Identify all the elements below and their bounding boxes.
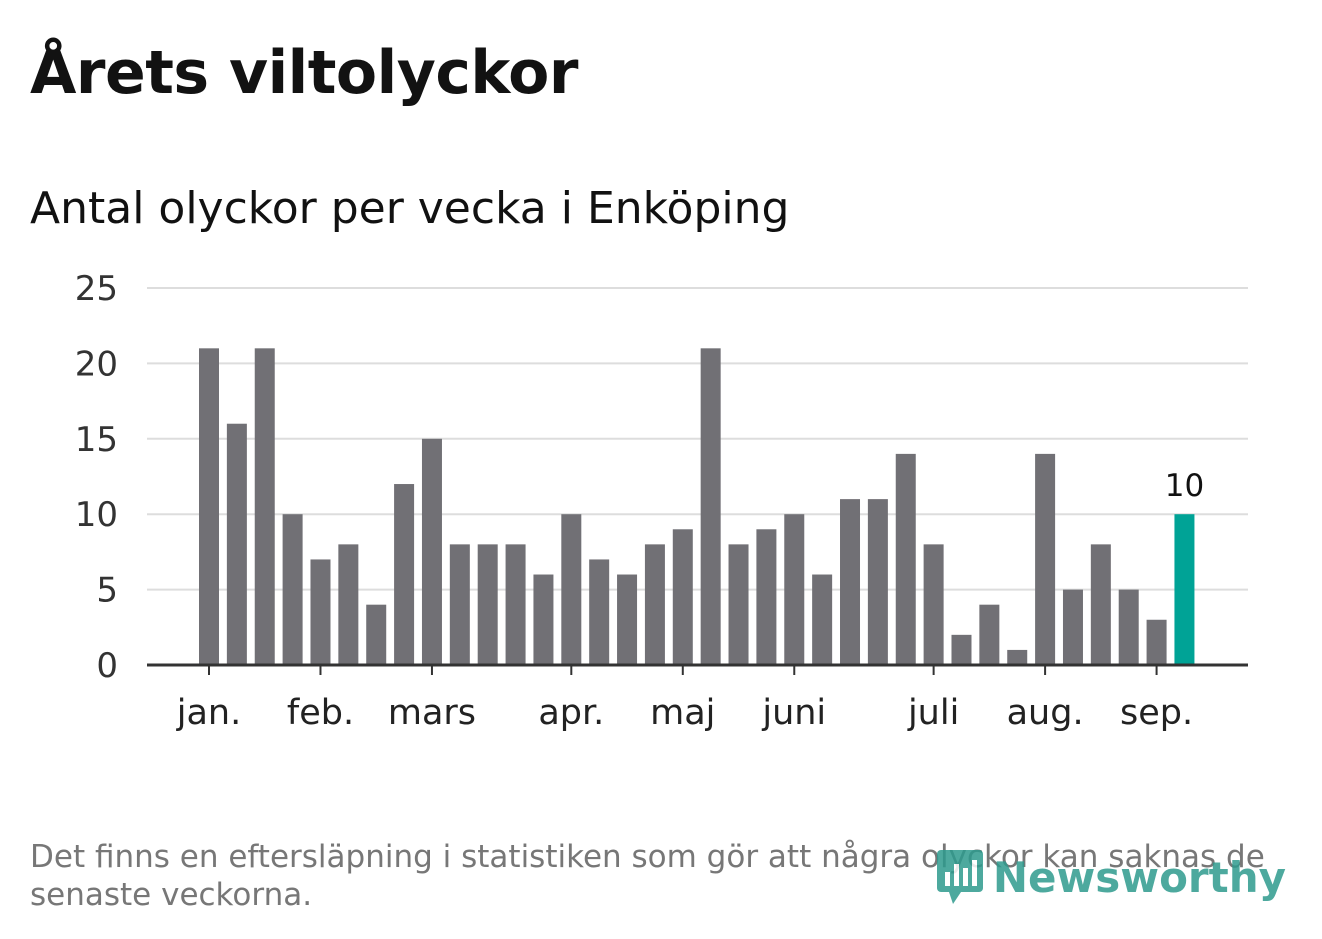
bar [951,634,972,665]
brand-name: Newsworthy [992,852,1286,902]
data-labels: 10 [1165,468,1204,504]
bars [199,348,1195,665]
bar [672,529,693,665]
y-tick-label: 15 [75,420,118,460]
bar-chart: 0 5 10 15 20 25 jan. feb. mars apr. maj juni juli au… [75,269,1248,733]
bar [756,529,777,665]
bar [1035,453,1056,665]
bar [477,544,498,665]
y-tick-label: 5 [96,571,118,611]
bar [199,348,219,665]
bar [561,514,582,665]
bar [1062,589,1083,665]
bar [505,544,526,665]
bar [338,544,359,665]
x-tick-label: feb. [287,693,354,733]
bar [254,348,275,665]
data-label: 10 [1165,468,1204,504]
x-tick-label: juli [907,693,959,733]
bar [394,484,415,665]
bar [226,423,247,665]
bar [366,604,387,665]
bar [840,499,861,665]
chart-subtitle: Antal olyckor per vecka i Enköping [30,183,790,234]
bar [1007,649,1028,665]
gridlines [147,287,1248,591]
x-tick-label: apr. [538,693,604,733]
x-axis-ticks: jan. feb. mars apr. maj juni juli aug. sep. [176,665,1193,733]
bar [1146,619,1167,665]
bar [644,544,665,665]
bar [282,514,303,665]
bar [1118,589,1139,665]
x-tick-label: sep. [1120,693,1193,733]
newsworthy-logo-icon [936,850,983,904]
chart-title: Årets viltolyckor [30,38,579,108]
bar [923,544,944,665]
brand-logo: Newsworthy [935,848,1286,906]
bar [895,453,916,665]
bar [589,559,610,665]
x-tick-label: jan. [176,693,241,733]
y-tick-label: 25 [75,269,118,309]
bar [700,348,721,665]
x-tick-label: juni [761,693,826,733]
bar [1090,544,1111,665]
bar [867,499,888,665]
bar [617,574,638,665]
y-tick-label: 0 [96,646,118,686]
x-tick-label: mars [388,693,476,733]
y-tick-label: 10 [75,495,118,535]
bar [979,604,1000,665]
bar [310,559,331,665]
y-tick-label: 20 [75,344,118,384]
bar [533,574,554,665]
bar [784,514,805,665]
bar [449,544,470,665]
x-tick-label: aug. [1007,693,1084,733]
bar-highlight [1174,514,1195,665]
y-axis-ticks: 0 5 10 15 20 25 [75,269,118,686]
bar [728,544,749,665]
x-tick-label: maj [650,693,715,733]
footnote: Det finns en eftersläpning i statistiken… [30,839,1265,913]
bar [421,438,442,665]
bar [812,574,833,665]
